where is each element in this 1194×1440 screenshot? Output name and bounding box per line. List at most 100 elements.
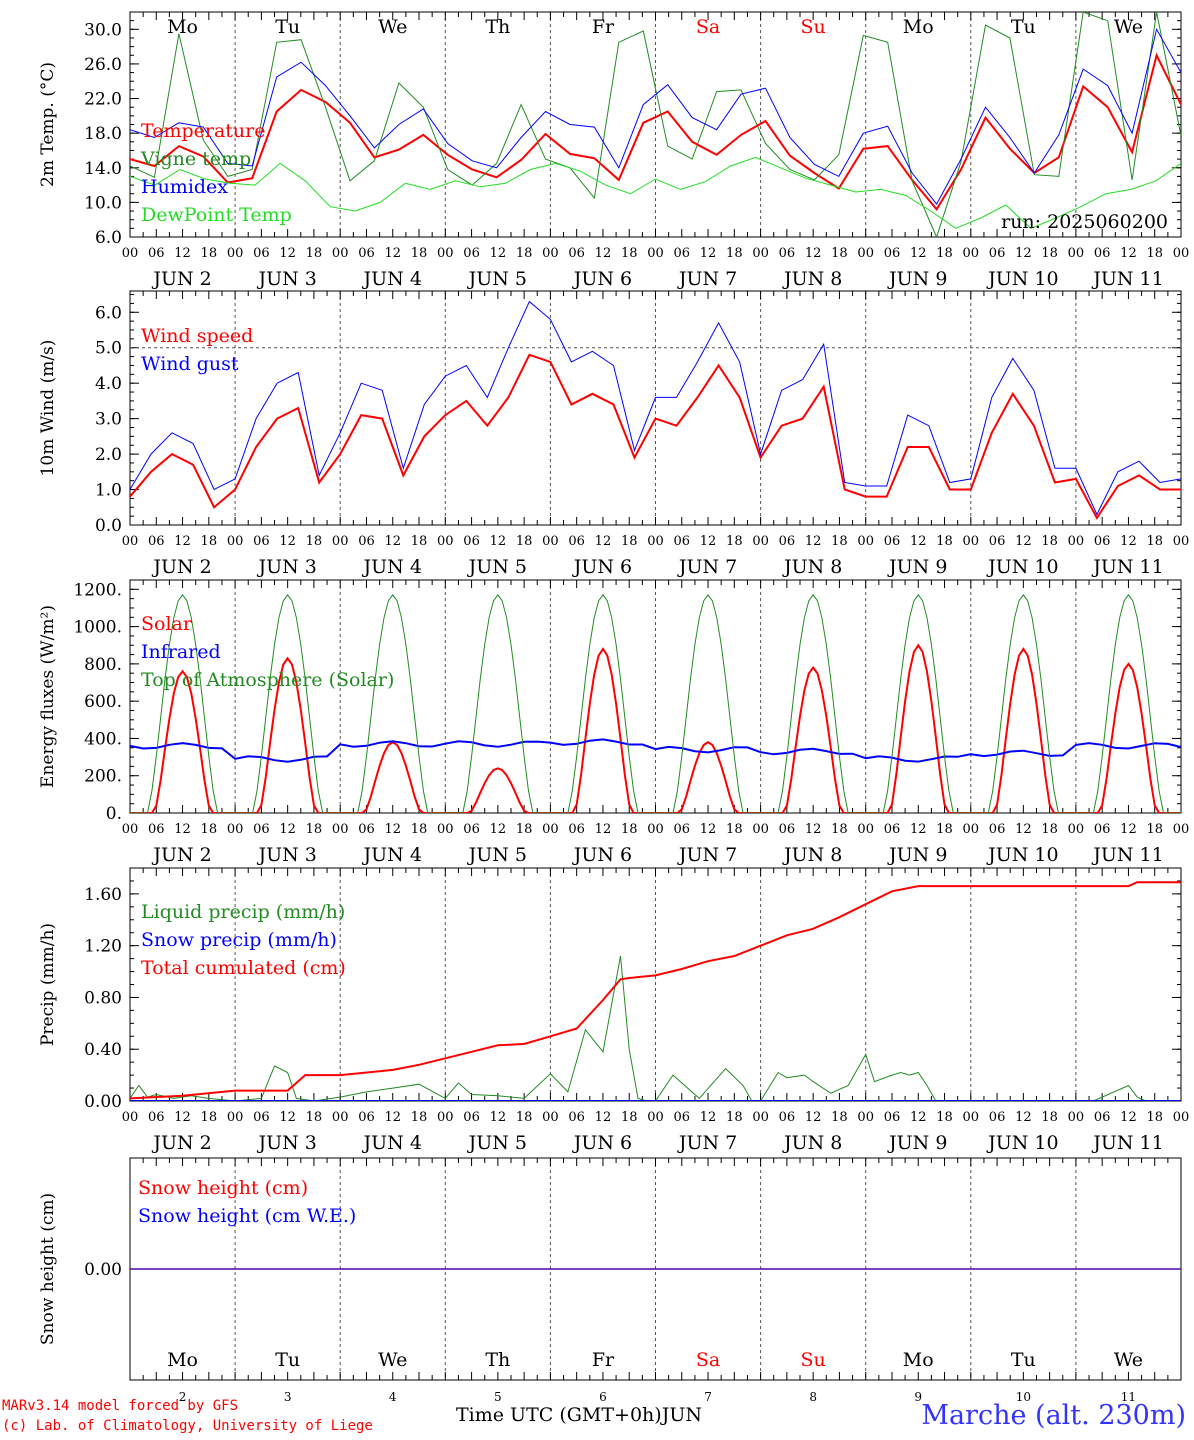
hour-tick-label: 06: [253, 1110, 270, 1125]
hour-tick-label: 18: [621, 534, 638, 549]
y-axis-label: Precip (mm/h): [38, 923, 58, 1046]
hour-tick-label: 00: [542, 246, 559, 261]
y-tick-label: 6.0: [95, 228, 122, 248]
hour-tick-label: 00: [227, 822, 244, 837]
hour-tick-label: 18: [726, 246, 743, 261]
hour-tick-label: 06: [884, 246, 901, 261]
hour-tick-label: 06: [463, 246, 480, 261]
weekday-label: Tu: [275, 16, 300, 38]
y-tick-label: 2.0: [95, 445, 122, 465]
hour-tick-label: 12: [174, 822, 191, 837]
hour-tick-label: 18: [1041, 1110, 1058, 1125]
date-label: JUN 2: [151, 556, 211, 578]
hour-tick-label: 18: [1146, 534, 1163, 549]
y-tick-label: 10.0: [84, 193, 122, 213]
hour-tick-label: 06: [358, 246, 375, 261]
date-label: JUN 10: [986, 1132, 1058, 1154]
station-label: Marche (alt. 230m): [921, 1400, 1186, 1431]
hour-tick-label: 00: [752, 822, 769, 837]
series-line-liquid-precip-mm-h: [130, 955, 1181, 1101]
hour-tick-label: 06: [568, 534, 585, 549]
y-axis-label: Energy fluxes (W/m²): [38, 605, 58, 788]
hour-tick-label: 00: [1173, 246, 1190, 261]
date-label: JUN 9: [887, 556, 947, 578]
hour-tick-label: 06: [568, 822, 585, 837]
weekday-label: Mo: [167, 16, 198, 38]
date-label: JUN 4: [362, 268, 422, 290]
hour-tick-label: 12: [595, 534, 612, 549]
weekday-label: Fr: [592, 1349, 615, 1371]
hour-tick-label: 06: [148, 246, 165, 261]
hour-tick-label: 00: [122, 246, 139, 261]
hour-tick-label: 00: [857, 534, 874, 549]
hour-tick-label: 12: [595, 246, 612, 261]
hour-tick-label: 18: [411, 822, 428, 837]
legend-entry: Wind gust: [141, 353, 239, 375]
weekday-label: We: [1114, 16, 1143, 38]
hour-tick-label: 06: [989, 246, 1006, 261]
date-label: JUN 11: [1091, 556, 1163, 578]
date-label: JUN 7: [677, 268, 737, 290]
hour-tick-label: 12: [805, 822, 822, 837]
weekday-label: Tu: [1011, 1349, 1036, 1371]
hour-tick-label: 06: [358, 534, 375, 549]
hour-tick-label: 18: [411, 1110, 428, 1125]
y-tick-label: 0.40: [84, 1040, 122, 1060]
footer-axis-title-text: Time UTC (GMT+0h): [456, 1404, 662, 1426]
legend-entry: Temperature: [141, 120, 265, 142]
date-label: JUN 4: [362, 1132, 422, 1154]
hour-tick-label: 00: [752, 534, 769, 549]
hour-tick-label: 00: [332, 534, 349, 549]
date-label: JUN 3: [256, 556, 316, 578]
date-label: JUN 4: [362, 844, 422, 866]
day-number-label: 3: [284, 1390, 292, 1404]
hour-tick-label: 18: [726, 534, 743, 549]
y-tick-label: 5.0: [95, 339, 122, 359]
hour-tick-label: 06: [1094, 1110, 1111, 1125]
hour-tick-label: 06: [989, 1110, 1006, 1125]
weekday-label: Sa: [696, 1349, 720, 1371]
hour-tick-label: 00: [437, 534, 454, 549]
hour-tick-label: 00: [857, 1110, 874, 1125]
hour-tick-label: 06: [1094, 822, 1111, 837]
hour-tick-label: 00: [227, 246, 244, 261]
date-label: JUN 3: [256, 268, 316, 290]
hour-tick-label: 06: [779, 1110, 796, 1125]
hour-tick-label: 06: [1094, 246, 1111, 261]
date-label: JUN 6: [572, 556, 632, 578]
hour-tick-label: 06: [463, 1110, 480, 1125]
series-line-humidex: [130, 27, 1181, 206]
hour-tick-label: 00: [542, 534, 559, 549]
hour-tick-label: 12: [384, 534, 401, 549]
hour-tick-label: 18: [936, 534, 953, 549]
y-tick-label: 4.0: [95, 374, 122, 394]
hour-tick-label: 12: [1120, 822, 1137, 837]
hour-tick-label: 18: [726, 1110, 743, 1125]
hour-tick-label: 18: [1146, 822, 1163, 837]
hour-tick-label: 06: [674, 1110, 691, 1125]
y-tick-label: 3.0: [95, 410, 122, 430]
legend-entry: Total cumulated (cm): [141, 957, 346, 979]
hour-tick-label: 06: [148, 822, 165, 837]
y-tick-label: 0.: [106, 804, 122, 824]
legend-entry: Snow precip (mm/h): [141, 929, 337, 951]
hour-tick-label: 12: [910, 822, 927, 837]
date-label: JUN 3: [256, 844, 316, 866]
hour-tick-label: 18: [831, 822, 848, 837]
hour-tick-label: 06: [674, 246, 691, 261]
hour-tick-label: 18: [516, 246, 533, 261]
weekday-label: Sa: [696, 16, 720, 38]
day-number-label: 4: [389, 1390, 397, 1404]
hour-tick-label: 00: [1173, 1110, 1190, 1125]
hour-tick-label: 12: [700, 1110, 717, 1125]
hour-tick-label: 12: [174, 534, 191, 549]
hour-tick-label: 18: [201, 1110, 218, 1125]
hour-tick-label: 00: [647, 822, 664, 837]
legend-entry: Humidex: [141, 176, 228, 198]
series-line-total-cumulated-cm: [130, 881, 1181, 1100]
legend-entry: Liquid precip (mm/h): [141, 901, 345, 923]
hour-tick-label: 12: [1120, 246, 1137, 261]
y-tick-label: 1.0: [95, 481, 122, 501]
footer-axis-title: Time UTC (GMT+0h)JUN: [456, 1404, 702, 1426]
hour-tick-label: 12: [910, 534, 927, 549]
